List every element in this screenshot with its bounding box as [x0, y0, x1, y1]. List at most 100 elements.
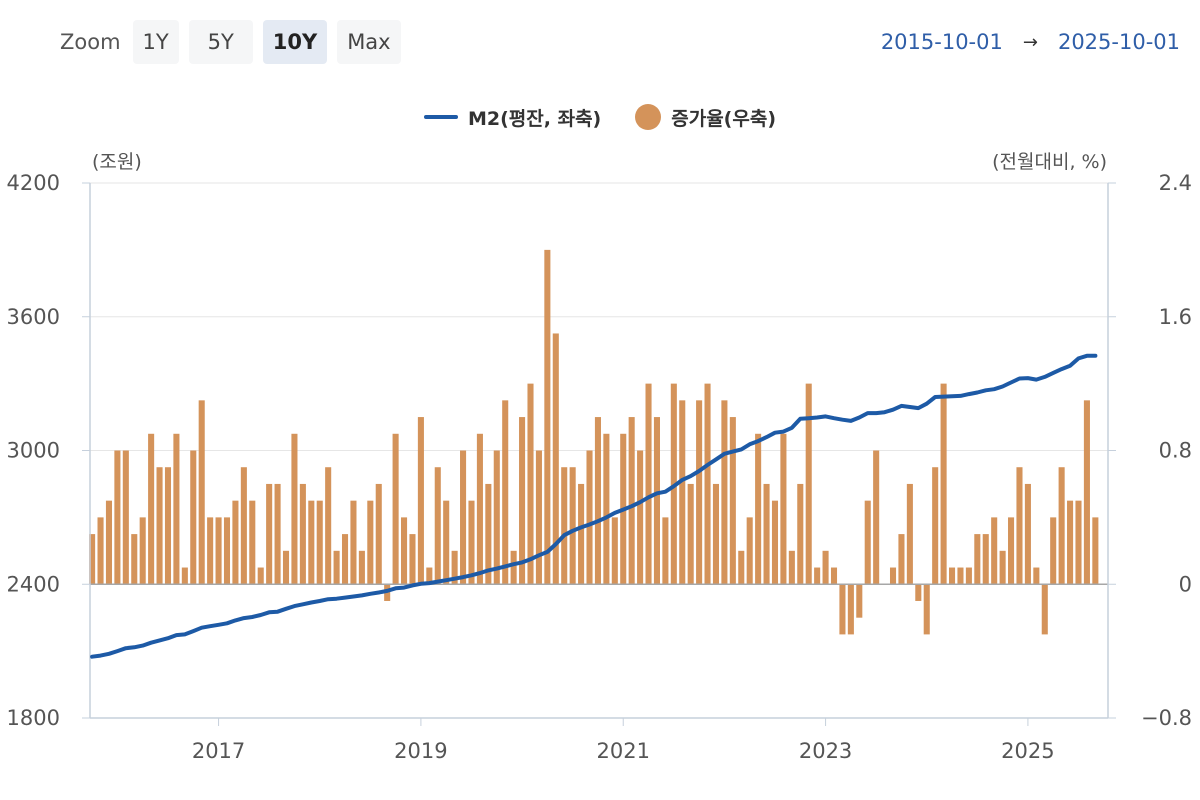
growth-bar: [805, 383, 812, 585]
zoom-5y-button[interactable]: 5Y: [188, 20, 253, 64]
growth-bar: [266, 483, 273, 585]
x-tick-label: 2021: [597, 739, 650, 763]
growth-bar: [114, 450, 121, 585]
growth-bar: [257, 567, 264, 585]
growth-bar: [274, 483, 281, 585]
growth-bar: [940, 383, 947, 585]
growth-bar: [923, 584, 930, 635]
growth-bar: [544, 249, 551, 585]
growth-bar: [873, 450, 880, 585]
growth-bar: [721, 400, 728, 585]
growth-bar: [763, 483, 770, 585]
growth-bar: [906, 483, 913, 585]
growth-bar: [696, 400, 703, 585]
growth-bar: [628, 417, 635, 585]
growth-bar: [1083, 400, 1090, 585]
m2-line: [90, 353, 1098, 659]
growth-bar: [173, 433, 180, 585]
left-tick-label: 1800: [7, 706, 60, 730]
growth-bar: [223, 517, 231, 585]
right-tick-label: 0.8: [1159, 439, 1192, 463]
growth-bar: [1033, 567, 1040, 585]
axis-labels: 4200 2.4 3600 1.6 3000 0.8 2400 0 1800 −0.8 (조원) (전…: [7, 151, 1192, 763]
growth-bar: [535, 450, 542, 585]
right-tick-label: 0: [1179, 572, 1192, 596]
growth-bar: [409, 534, 416, 585]
growth-bar: [830, 567, 838, 585]
growth-bar: [603, 433, 610, 585]
growth-bar: [797, 483, 804, 585]
growth-bar: [788, 550, 795, 585]
growth-bar: [451, 550, 458, 585]
growth-bar: [181, 567, 188, 585]
legend-label-m2: M2(평잔, 좌축): [467, 107, 602, 130]
growth-bar: [392, 433, 399, 585]
growth-bar: [375, 483, 382, 585]
growth-bar: [594, 417, 601, 585]
growth-bar: [350, 500, 357, 585]
growth-bar: [915, 584, 922, 601]
growth-bar: [291, 433, 298, 585]
growth-bar: [215, 517, 222, 585]
growth-bar: [443, 500, 450, 585]
growth-bar: [148, 433, 155, 585]
growth-bar: [207, 517, 214, 585]
growth-bar: [552, 333, 559, 585]
chart-legend: M2(평잔, 좌축) 증가율(우축): [0, 100, 1200, 134]
range-arrow: →: [1022, 31, 1038, 53]
left-tick-label: 3000: [7, 439, 60, 463]
growth-bar: [974, 534, 981, 585]
growth-bar: [401, 517, 408, 585]
axes: [82, 182, 1116, 726]
zoom-10y-button[interactable]: 10Y: [262, 20, 328, 64]
growth-bar: [957, 567, 964, 585]
growth-bar: [780, 433, 787, 585]
x-tick-label: 2017: [192, 739, 245, 763]
growth-bar: [341, 534, 349, 585]
legend-item-growth[interactable]: 증가율(우축): [635, 104, 776, 131]
growth-bar: [131, 534, 138, 585]
circle-swatch-icon: [635, 104, 662, 130]
growth-bar: [316, 500, 323, 585]
growth-bar: [333, 550, 340, 585]
growth-bar: [510, 550, 517, 585]
zoom-label: Zoom: [60, 30, 121, 54]
growth-bar: [468, 500, 475, 585]
growth-bar: [105, 500, 113, 585]
growth-bar: [982, 534, 989, 585]
growth-bar: [502, 400, 509, 585]
right-tick-label: 1.6: [1159, 305, 1192, 329]
growth-bar: [190, 450, 197, 585]
growth-bar: [426, 567, 433, 585]
growth-bar: [814, 567, 821, 585]
growth-bar: [460, 450, 467, 585]
range-start-date[interactable]: 2015-10-01: [880, 30, 1003, 54]
bar-series: [89, 249, 1099, 635]
growth-bar: [755, 433, 762, 585]
growth-bar: [1067, 500, 1074, 585]
growth-bar: [232, 500, 239, 585]
growth-bar: [240, 467, 247, 585]
growth-bar: [1024, 483, 1031, 585]
growth-bar: [299, 483, 306, 585]
growth-bar: [611, 517, 618, 585]
growth-bar: [1008, 517, 1015, 585]
growth-bar: [527, 383, 534, 585]
date-range: 2015-10-01 → 2025-10-01: [881, 20, 1180, 64]
range-end-date[interactable]: 2025-10-01: [1057, 30, 1180, 54]
growth-bar: [519, 417, 526, 585]
growth-bar: [122, 450, 129, 585]
growth-bar: [367, 500, 374, 585]
growth-bar: [645, 383, 652, 585]
legend-item-m2[interactable]: M2(평잔, 좌축): [423, 104, 602, 131]
zoom-toolbar: Zoom 1Y 5Y 10Y Max: [60, 20, 401, 64]
growth-bar: [561, 467, 568, 585]
growth-bar: [712, 483, 720, 585]
growth-bar: [476, 433, 483, 585]
zoom-max-button[interactable]: Max: [337, 20, 401, 64]
growth-bar: [898, 534, 905, 585]
growth-bar: [839, 584, 846, 635]
left-tick-label: 4200: [7, 171, 60, 195]
zoom-1y-button[interactable]: 1Y: [132, 20, 179, 64]
